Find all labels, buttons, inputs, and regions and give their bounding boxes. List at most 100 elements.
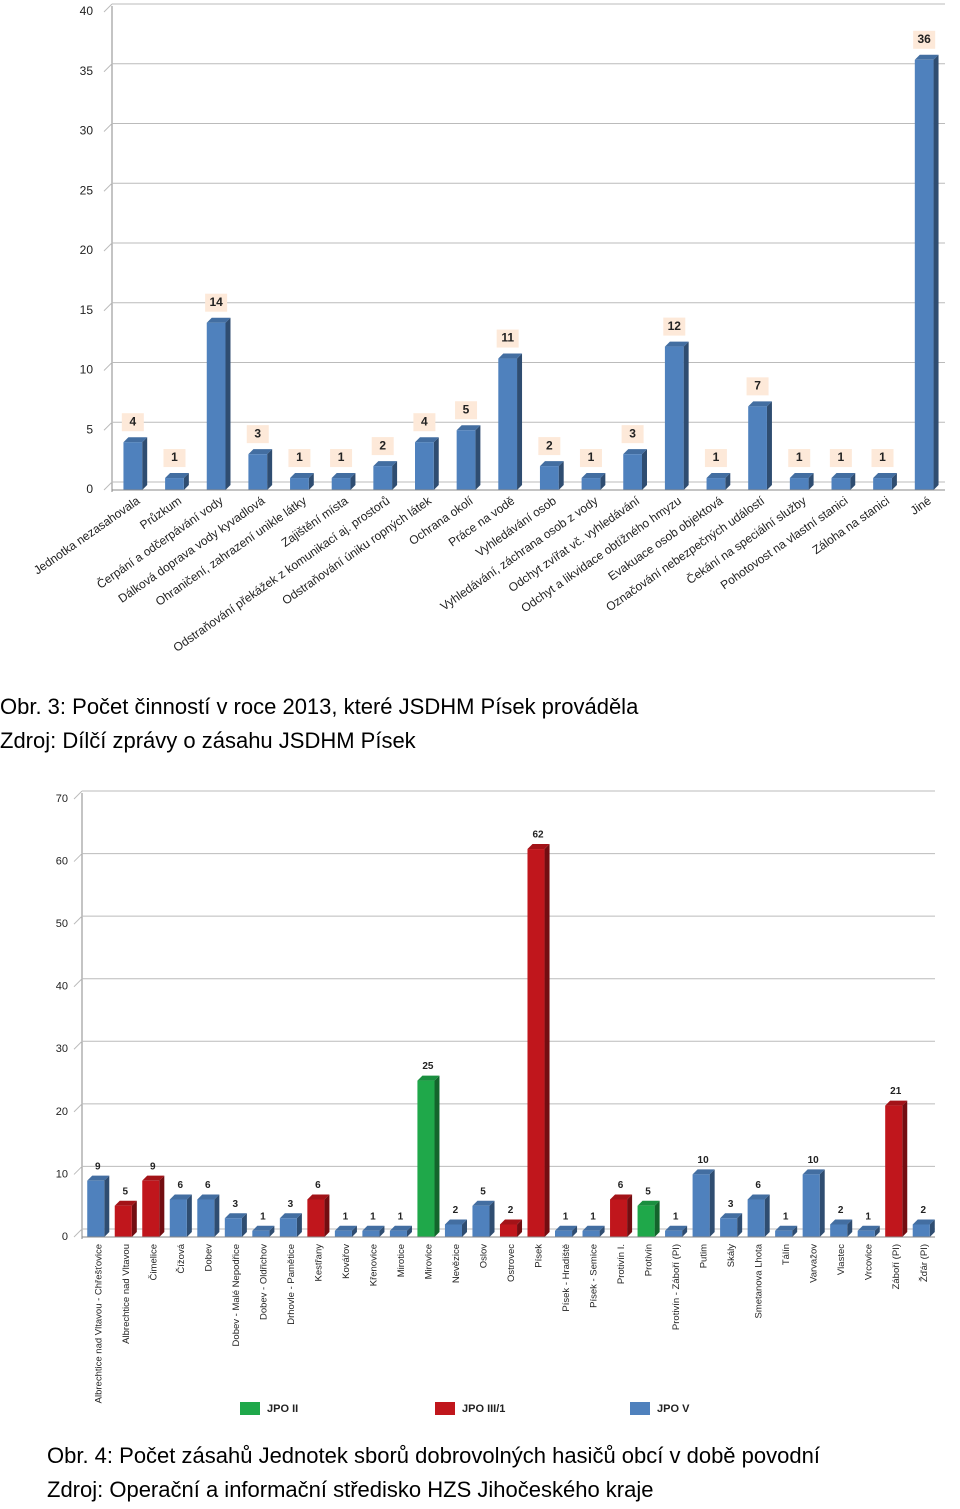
bar-top: [873, 473, 897, 479]
x-tick-label: Putim: [699, 1244, 710, 1268]
value-label: 5: [463, 402, 470, 416]
value-label-box: [455, 401, 478, 420]
value-label-box: [413, 413, 436, 432]
value-label: 2: [379, 438, 386, 452]
bar: [664, 346, 684, 490]
bar-top: [169, 1194, 192, 1200]
bar-side: [392, 461, 398, 490]
bar-side: [600, 473, 606, 490]
bar-top: [279, 1213, 302, 1219]
bar-side: [159, 1175, 165, 1237]
bar-top: [831, 473, 856, 479]
bar-top: [581, 473, 606, 479]
bar-top: [802, 1169, 825, 1175]
bar-top: [123, 437, 148, 443]
value-label: 4: [129, 414, 136, 428]
bar-top: [912, 1219, 935, 1225]
bar: [581, 478, 601, 490]
bar-top: [555, 1225, 578, 1231]
bar: [456, 430, 476, 490]
value-label-box: [371, 437, 394, 456]
x-tick-label: Čimelice: [148, 1244, 159, 1280]
bar: [307, 1199, 325, 1237]
value-label: 3: [629, 426, 636, 440]
bar: [555, 1230, 573, 1237]
bar: [248, 454, 268, 490]
grid-line: [103, 123, 113, 132]
value-label: 36: [917, 32, 931, 46]
y-tick-label: 25: [80, 183, 94, 197]
value-label: 25: [422, 1061, 434, 1072]
grid-line: [103, 242, 113, 252]
bar-side: [544, 844, 550, 1237]
bar-top: [692, 1169, 715, 1175]
bar: [224, 1218, 242, 1237]
bar-side: [764, 1194, 770, 1237]
value-label: 11: [501, 331, 514, 345]
bar: [912, 1224, 930, 1237]
bar-side: [131, 1200, 137, 1237]
bar: [706, 478, 726, 490]
bar-top: [789, 473, 814, 479]
value-label: 6: [178, 1180, 184, 1191]
bar-top: [417, 1075, 440, 1081]
value-label: 1: [865, 1211, 871, 1222]
value-label: 6: [205, 1180, 211, 1191]
bar-side: [267, 449, 273, 490]
value-label-box: [829, 449, 852, 468]
x-tick-label: Oslov: [478, 1244, 489, 1269]
y-tick-label: 20: [80, 243, 94, 257]
x-tick-label: Albrechtice nad Vltavou: [121, 1244, 132, 1344]
x-tick-label: Žďár (PI): [919, 1244, 930, 1282]
bar-top: [373, 461, 398, 467]
y-tick-label: 35: [80, 64, 94, 78]
bar-top: [389, 1225, 412, 1231]
bar-top: [664, 341, 689, 347]
bar-side: [725, 473, 731, 490]
bar: [623, 454, 642, 490]
value-label: 9: [150, 1161, 156, 1172]
value-label: 12: [668, 319, 682, 333]
y-tick-label: 60: [56, 855, 68, 867]
x-tick-label: Albrechtice nad Vltavou - Chřešťovice: [93, 1244, 104, 1403]
bar-side: [517, 1219, 523, 1237]
bar-side: [324, 1194, 330, 1237]
grid-line: [103, 362, 113, 371]
value-label: 10: [808, 1155, 820, 1166]
value-label: 1: [796, 450, 803, 464]
bar: [539, 466, 559, 490]
value-label: 1: [296, 450, 303, 464]
bar-top: [610, 1194, 633, 1200]
bar-side: [406, 1225, 412, 1237]
bar: [914, 59, 934, 491]
value-label: 6: [618, 1180, 624, 1191]
value-label: 1: [879, 450, 886, 464]
value-label: 4: [421, 414, 428, 428]
bar-top: [415, 437, 439, 443]
value-label: 1: [563, 1211, 569, 1222]
bar-side: [433, 437, 439, 490]
legend-swatch: [435, 1402, 455, 1415]
y-tick-label: 70: [56, 793, 68, 805]
x-tick-label: Mirovice: [423, 1244, 434, 1279]
bar: [610, 1199, 628, 1237]
x-tick-label: Protivín I.: [616, 1244, 627, 1284]
bar-side: [214, 1194, 220, 1237]
bar-top: [706, 473, 731, 479]
x-tick-label: Vlastec: [836, 1244, 847, 1275]
value-label: 14: [209, 295, 223, 309]
value-label: 1: [370, 1211, 376, 1222]
bar-top: [527, 844, 550, 850]
y-tick-label: 50: [56, 918, 68, 930]
caption: Obr. 3: Počet činností v roce 2013, kter…: [0, 694, 639, 719]
bar: [389, 1230, 407, 1237]
bar-top: [307, 1194, 330, 1200]
bar-side: [350, 473, 356, 490]
x-tick-label: Písek - Semice: [589, 1244, 600, 1308]
bar: [885, 1105, 903, 1237]
grid-line: [73, 1228, 83, 1238]
value-label: 62: [532, 830, 544, 841]
bar: [831, 478, 851, 490]
value-label: 2: [453, 1205, 459, 1216]
